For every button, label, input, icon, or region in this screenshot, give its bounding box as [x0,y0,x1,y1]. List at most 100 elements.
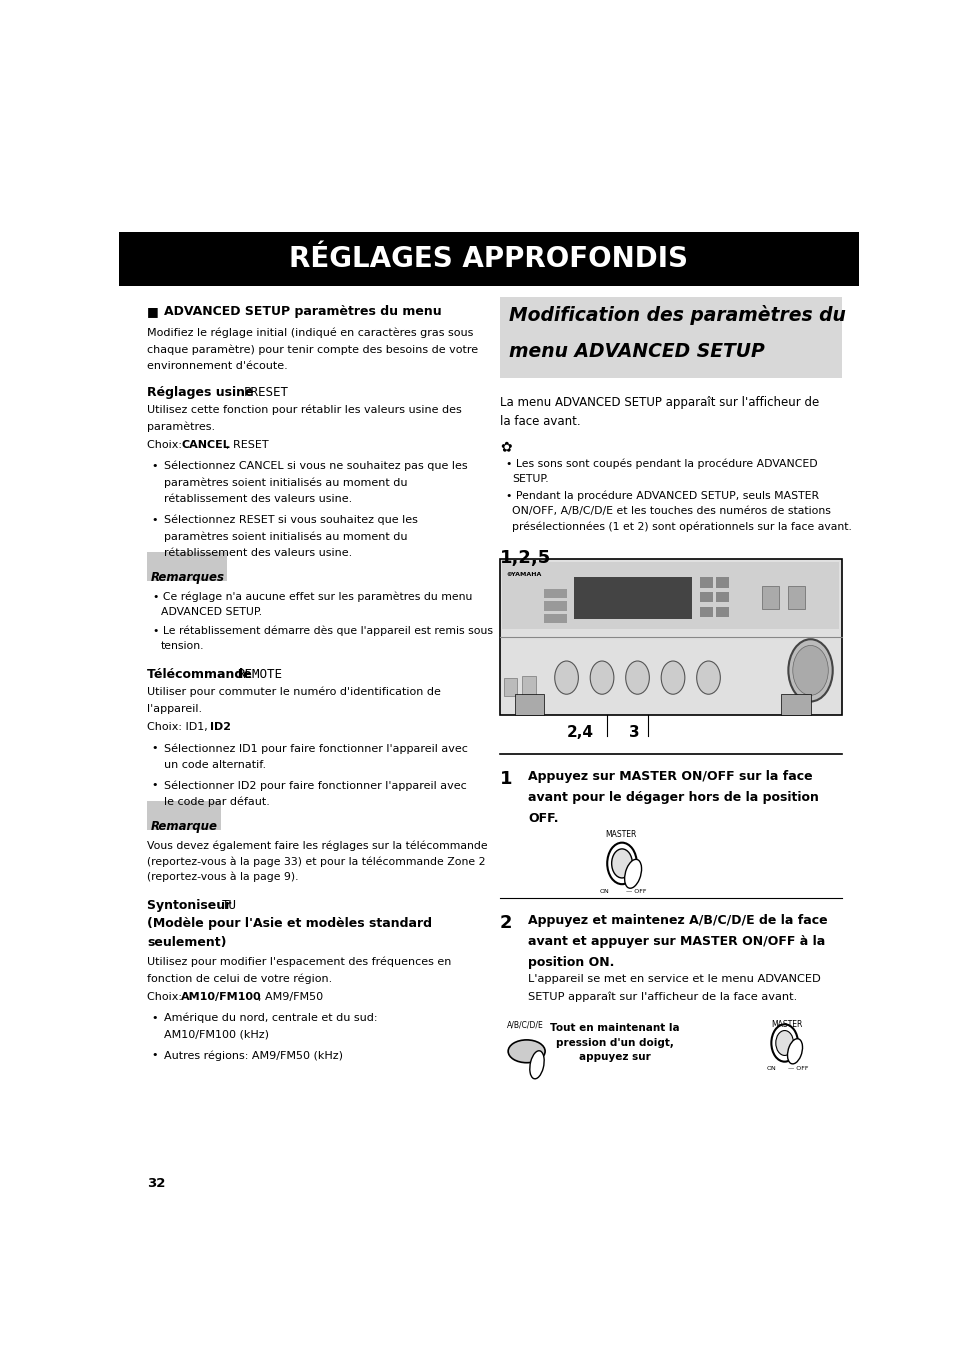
Text: rétablissement des valeurs usine.: rétablissement des valeurs usine. [164,547,352,558]
Text: position ON.: position ON. [528,956,614,969]
Text: 32: 32 [147,1177,166,1190]
Text: 1: 1 [499,770,512,789]
Text: Choix:: Choix: [147,439,186,450]
Text: ID2: ID2 [210,723,231,732]
Bar [544,589,566,599]
Text: appuyez sur: appuyez sur [578,1053,650,1062]
Bar [515,694,544,714]
Text: ✿: ✿ [499,439,511,454]
Bar [699,577,712,588]
Text: paramètres soient initialisés au moment du: paramètres soient initialisés au moment … [164,531,407,542]
Text: CANCEL: CANCEL [181,439,230,450]
Text: Utilisez cette fonction pour rétablir les valeurs usine des: Utilisez cette fonction pour rétablir le… [147,404,461,415]
Text: — OFF: — OFF [787,1066,807,1070]
Text: seulement): seulement) [147,936,227,949]
Text: • Pendant la procédure ADVANCED SETUP, seuls MASTER: • Pendant la procédure ADVANCED SETUP, s… [505,491,819,501]
Text: , RESET: , RESET [226,439,268,450]
Text: •: • [151,461,157,470]
Text: le code par défaut.: le code par défaut. [164,797,269,807]
Bar [147,801,221,830]
Text: • Ce réglage n'a aucune effet sur les paramètres du menu: • Ce réglage n'a aucune effet sur les pa… [153,592,472,603]
Text: •: • [151,1012,157,1023]
Bar [781,694,810,714]
Text: Appuyez sur MASTER ON/OFF sur la face: Appuyez sur MASTER ON/OFF sur la face [528,770,812,783]
Text: (reportez-vous à la page 9).: (reportez-vous à la page 9). [147,872,298,882]
Bar [503,678,517,697]
Ellipse shape [508,1039,544,1062]
Text: Modification des paramètres du: Modification des paramètres du [508,305,845,325]
Text: ADVANCED SETUP.: ADVANCED SETUP. [160,607,261,617]
Text: ON: ON [599,890,609,894]
Bar [501,562,839,630]
Text: PRESET: PRESET [243,386,288,399]
Text: pression d'un doigt,: pression d'un doigt, [555,1038,673,1047]
Text: 3: 3 [629,725,639,740]
Text: avant et appuyer sur MASTER ON/OFF à la: avant et appuyer sur MASTER ON/OFF à la [528,936,824,948]
Bar [715,577,728,588]
Circle shape [696,661,720,694]
Text: ⊛YAMAHA: ⊛YAMAHA [505,572,540,577]
Text: la face avant.: la face avant. [499,415,580,429]
Text: ADVANCED SETUP paramètres du menu: ADVANCED SETUP paramètres du menu [164,305,441,318]
Text: AM10/FM100: AM10/FM100 [181,992,262,1002]
Text: TU: TU [221,899,236,911]
Text: l'appareil.: l'appareil. [147,704,202,713]
Text: Appuyez et maintenez A/B/C/D/E de la face: Appuyez et maintenez A/B/C/D/E de la fac… [528,914,827,927]
Text: 2,4: 2,4 [566,725,593,740]
Text: , AM9/FM50: , AM9/FM50 [258,992,323,1002]
Text: 2: 2 [499,914,512,933]
Text: environnement d'écoute.: environnement d'écoute. [147,361,288,371]
Bar [499,559,841,714]
Circle shape [771,1024,797,1062]
Text: RÉGLAGES APPROFONDIS: RÉGLAGES APPROFONDIS [289,245,688,274]
Text: Amérique du nord, centrale et du sud:: Amérique du nord, centrale et du sud: [164,1012,376,1023]
Text: SETUP.: SETUP. [512,474,548,484]
Text: AM10/FM100 (kHz): AM10/FM100 (kHz) [164,1030,269,1039]
Text: •: • [151,515,157,524]
Text: Utilisez pour modifier l'espacement des fréquences en: Utilisez pour modifier l'espacement des … [147,957,452,968]
Ellipse shape [529,1050,543,1078]
Text: Utiliser pour commuter le numéro d'identification de: Utiliser pour commuter le numéro d'ident… [147,687,440,697]
Bar [544,613,566,623]
Text: Choix:: Choix: [147,992,186,1002]
Circle shape [792,646,827,696]
Ellipse shape [786,1039,801,1064]
Text: Remarques: Remarques [151,570,225,584]
Circle shape [787,639,832,701]
Text: Choix: ID1,: Choix: ID1, [147,723,212,732]
Bar [574,577,692,619]
Text: A/B/C/D/E: A/B/C/D/E [507,1020,543,1029]
Text: OFF.: OFF. [528,811,558,825]
Text: paramètres soient initialisés au moment du: paramètres soient initialisés au moment … [164,477,407,488]
Bar [761,586,778,608]
Ellipse shape [624,860,641,888]
Circle shape [590,661,613,694]
Text: Réglages usine: Réglages usine [147,386,258,399]
Bar [521,675,535,701]
Text: MASTER: MASTER [605,830,637,840]
Text: •: • [151,1050,157,1061]
Text: • Les sons sont coupés pendant la procédure ADVANCED: • Les sons sont coupés pendant la procéd… [505,458,817,469]
Text: L'appareil se met en service et le menu ADVANCED: L'appareil se met en service et le menu … [528,975,820,984]
Text: Sélectionnez CANCEL si vous ne souhaitez pas que les: Sélectionnez CANCEL si vous ne souhaitez… [164,461,467,472]
Text: Tout en maintenant la: Tout en maintenant la [549,1023,679,1034]
Circle shape [611,849,632,878]
Circle shape [554,661,578,694]
Text: avant pour le dégager hors de la position: avant pour le dégager hors de la positio… [528,791,818,803]
Circle shape [660,661,684,694]
Text: Sélectionner ID2 pour faire fonctionner l'appareil avec: Sélectionner ID2 pour faire fonctionner … [164,780,466,791]
Bar [715,592,728,603]
Text: •: • [151,743,157,754]
Text: rétablissement des valeurs usine.: rétablissement des valeurs usine. [164,493,352,504]
Bar [147,553,227,581]
Text: fonction de celui de votre région.: fonction de celui de votre région. [147,973,333,984]
Bar [699,607,712,617]
Bar [119,232,858,286]
Text: SETUP apparaît sur l'afficheur de la face avant.: SETUP apparaît sur l'afficheur de la fac… [528,991,797,1002]
Text: un code alternatif.: un code alternatif. [164,760,266,770]
Text: Sélectionnez ID1 pour faire fonctionner l'appareil avec: Sélectionnez ID1 pour faire fonctionner … [164,743,467,754]
Circle shape [775,1030,793,1055]
Text: ON: ON [766,1066,776,1070]
Circle shape [606,842,637,884]
Text: présélectionnées (1 et 2) sont opérationnels sur la face avant.: présélectionnées (1 et 2) sont opération… [512,522,851,532]
